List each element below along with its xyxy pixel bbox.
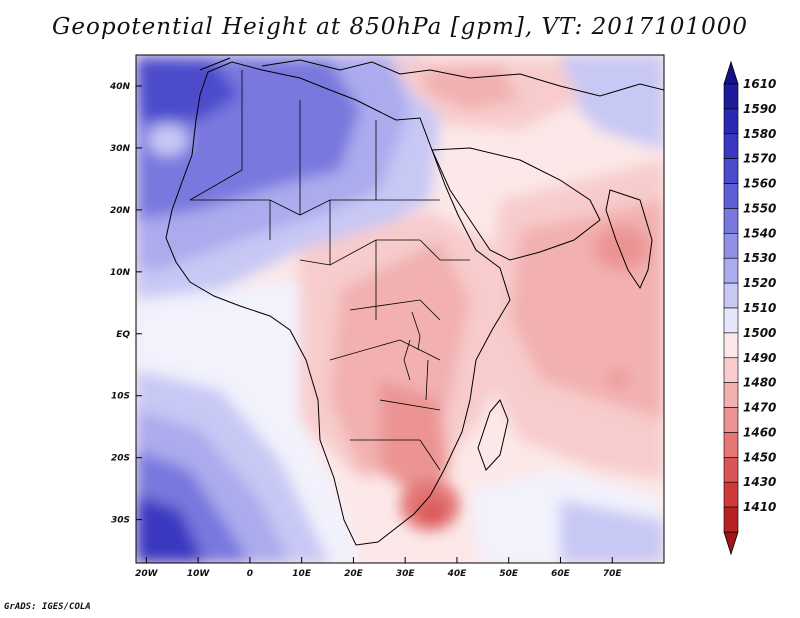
lat-tick-label: 10S xyxy=(111,392,130,402)
colorbar-label: 1560 xyxy=(743,177,776,191)
colorbar-label: 1570 xyxy=(743,152,776,166)
colorbar-swatch xyxy=(723,357,739,383)
madagascar-outline xyxy=(477,399,509,471)
lon-tick-label: 30E xyxy=(396,569,416,579)
colorbar-label: 1430 xyxy=(743,475,776,489)
latitude-axis: 40N 30N 20N 10N EQ 10S 20S 30S xyxy=(109,82,142,526)
colorbar-swatch xyxy=(723,307,739,334)
colorbar-label: 1470 xyxy=(743,401,776,415)
colorbar-label: 1580 xyxy=(743,127,776,141)
lon-tick-label: 50E xyxy=(499,569,519,579)
lon-tick-label: 10W xyxy=(187,569,211,579)
colorbar-bottom-arrow xyxy=(723,531,739,556)
colorbar-swatch xyxy=(723,183,739,209)
colorbar-swatch xyxy=(723,481,739,508)
colorbar-label: 1550 xyxy=(743,201,776,215)
border-lines-north xyxy=(189,70,440,265)
arabia-coastline xyxy=(431,147,601,261)
field-band-pale-blue-ne xyxy=(560,55,664,150)
colorbar-swatch xyxy=(723,257,739,284)
lat-tick-label: EQ xyxy=(116,330,130,340)
lon-tick-label: 70E xyxy=(603,569,623,579)
lon-tick-label: 20E xyxy=(344,569,364,579)
colorbar-label: 1450 xyxy=(743,450,776,464)
colorbar-swatch xyxy=(723,83,739,110)
lon-tick-label: 0 xyxy=(247,569,253,579)
field-blob-pale-atlantic xyxy=(148,124,188,156)
field-band-pale-blue-south xyxy=(560,500,664,563)
colorbar-swatch xyxy=(723,457,739,483)
colorbar-label: 1500 xyxy=(743,326,776,340)
field-blob-deep-red-arabian xyxy=(594,226,650,270)
colorbar-label: 1480 xyxy=(743,376,776,390)
colorbar-swatch xyxy=(723,233,739,259)
grads-credit: GrADS: IGES/COLA xyxy=(4,602,91,612)
colorbar-label: 1530 xyxy=(743,251,776,265)
colorbar-swatch xyxy=(723,158,739,184)
colorbar-label: 1510 xyxy=(743,301,776,315)
border-lines-central xyxy=(299,239,470,471)
colorbar-label: 1490 xyxy=(743,351,776,365)
lat-tick-label: 40N xyxy=(109,82,131,92)
field-blob-deep-red-indian xyxy=(608,370,628,386)
europe-coastline xyxy=(199,57,664,97)
lon-tick-label: 60E xyxy=(551,569,571,579)
map-frame xyxy=(135,54,665,564)
lat-tick-label: 10N xyxy=(110,268,131,278)
lon-tick-label: 20W xyxy=(135,569,159,579)
great-lakes xyxy=(403,311,429,401)
coastlines xyxy=(165,57,664,546)
field-band-deep-blue-atlantic xyxy=(136,495,205,563)
colorbar-swatch xyxy=(723,332,739,359)
india-coastline xyxy=(605,189,653,290)
lon-tick-label: 40E xyxy=(447,569,468,579)
plot-title: Geopotential Height at 850hPa [gpm], VT:… xyxy=(52,14,748,40)
colorbar-label: 1520 xyxy=(743,276,776,290)
field-blob-core-red-se xyxy=(418,500,446,524)
colorbar-label: 1540 xyxy=(743,226,776,240)
lat-tick-label: 20N xyxy=(110,206,131,216)
colorbar-swatch xyxy=(723,133,739,159)
colorbar-label: 1590 xyxy=(743,102,776,116)
colorbar-swatch xyxy=(723,432,739,458)
colorbar-label: 1460 xyxy=(743,425,776,439)
colorbar-swatch xyxy=(723,108,739,135)
colorbar-swatch xyxy=(723,282,739,309)
longitude-axis: 20W 10W 0 10E 20E 30E 40E 50E 60E 70E xyxy=(135,557,622,579)
colorbar-swatch xyxy=(723,208,739,234)
lon-tick-label: 10E xyxy=(292,569,312,579)
lat-tick-label: 20S xyxy=(111,454,130,464)
height-field xyxy=(136,55,664,563)
colorbar-label: 1410 xyxy=(743,500,776,514)
lat-tick-label: 30N xyxy=(110,144,131,154)
country-borders xyxy=(189,70,470,471)
colorbar-swatch xyxy=(723,382,739,408)
colorbar-label: 1610 xyxy=(743,77,776,91)
lat-tick-label: 30S xyxy=(111,516,130,526)
colorbar-swatch xyxy=(723,506,739,533)
africa-coastline xyxy=(165,61,511,546)
colorbar-top-arrow xyxy=(723,60,739,85)
colorbar-swatch xyxy=(723,407,739,433)
field-band-deep-blue-nw xyxy=(136,60,240,120)
colorbar: 1610 1590 1580 1570 1560 1550 1540 1530 1520 1510… xyxy=(723,60,776,556)
